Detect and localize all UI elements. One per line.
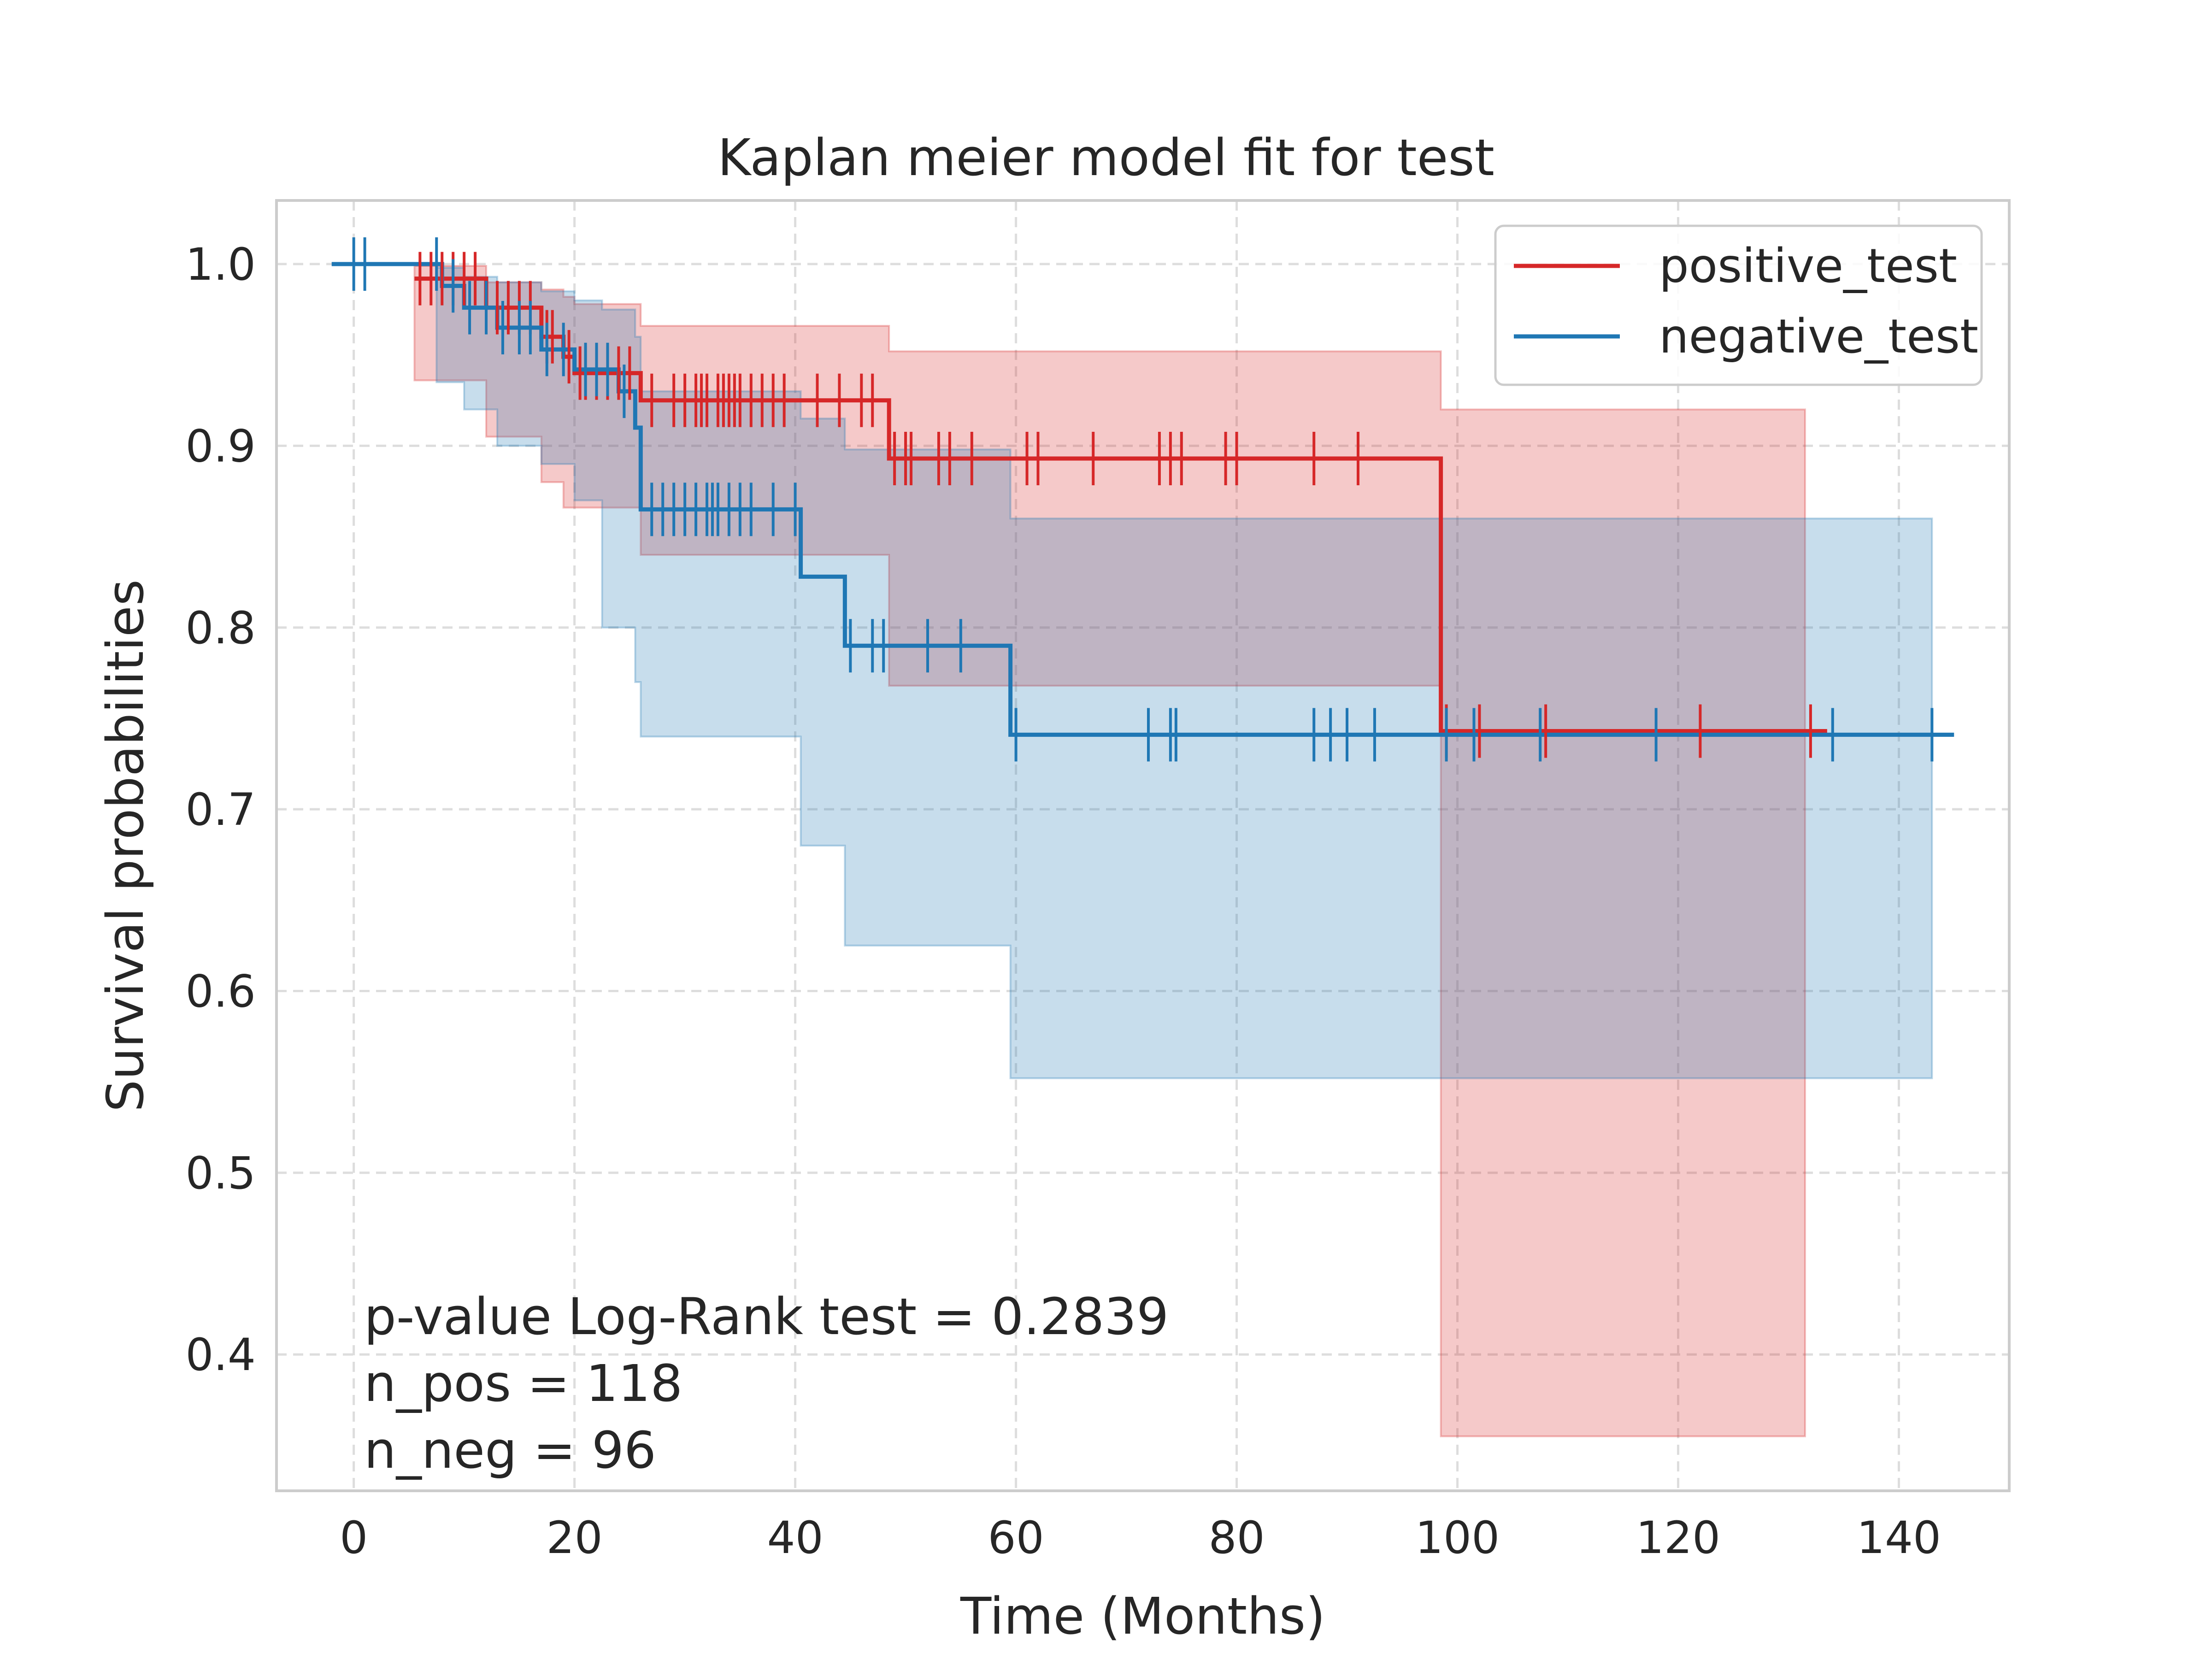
p-value-text: p-value Log-Rank test = 0.2839 [364,1287,1169,1346]
legend-label-positive-test: positive_test [1659,239,1957,294]
ci-band-negative-test [435,266,1933,1079]
x-tick-label: 100 [1415,1512,1500,1564]
y-axis-ticks: 0.4 0.5 0.6 0.7 0.8 0.9 1.0 [185,239,256,1381]
y-tick-label: 1.0 [185,239,256,290]
chart-title: Kaplan meier model fit for test [718,128,1494,187]
y-tick-label: 0.9 [185,420,256,472]
y-tick-label: 0.5 [185,1147,256,1199]
x-tick-label: 20 [547,1512,603,1564]
plot-area [276,200,2009,1491]
legend: positive_test negative_test [1494,224,1983,386]
y-tick-label: 0.7 [185,784,256,835]
ci-band-positive-test [413,265,1806,1437]
x-tick-label: 60 [988,1512,1044,1564]
x-tick-label: 120 [1636,1512,1720,1564]
y-tick-label: 0.6 [185,965,256,1017]
x-tick-label: 40 [767,1512,824,1564]
y-tick-label: 0.8 [185,602,256,654]
n-neg-text: n_neg = 96 [364,1421,656,1480]
plot-frame [275,199,2011,1492]
n-pos-text: n_pos = 118 [364,1354,682,1413]
x-axis-label: Time (Months) [960,1587,1325,1646]
x-tick-label: 140 [1857,1512,1941,1564]
x-axis-ticks: 0 20 40 60 80 100 120 140 [340,1512,1941,1564]
confidence-bands [413,265,1933,1437]
legend-label-negative-test: negative_test [1659,309,1978,364]
y-axis-label: Survival probabilities [96,579,155,1112]
stats-annotations: p-value Log-Rank test = 0.2839 n_pos = 1… [364,1287,1169,1480]
y-tick-label: 0.4 [185,1329,256,1381]
censor-marks [352,237,1934,762]
x-tick-label: 80 [1208,1512,1265,1564]
x-tick-label: 0 [340,1512,368,1564]
